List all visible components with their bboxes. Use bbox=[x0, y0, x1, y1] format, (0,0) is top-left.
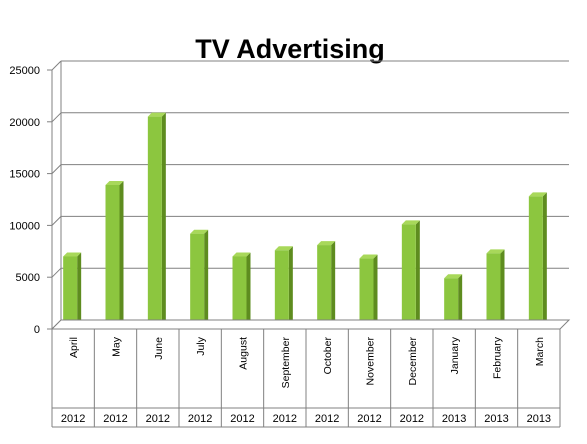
bar-side bbox=[373, 254, 378, 327]
bar bbox=[147, 112, 166, 328]
x-tick-label: November bbox=[365, 336, 377, 385]
group-label: 2013 bbox=[527, 413, 551, 425]
gridline-diag bbox=[51, 216, 62, 226]
bar-front bbox=[274, 250, 289, 327]
group-label: 2013 bbox=[442, 413, 466, 425]
x-tick-label: December bbox=[407, 336, 419, 385]
group-label: 2012 bbox=[230, 413, 254, 425]
bar-side bbox=[288, 246, 293, 327]
bar bbox=[105, 180, 124, 327]
bar bbox=[486, 249, 505, 327]
group-label: 2012 bbox=[400, 413, 424, 425]
gridline-diag bbox=[51, 267, 62, 278]
x-tick-label: April bbox=[68, 337, 80, 358]
bar-side bbox=[542, 192, 547, 327]
x-tick-label: May bbox=[111, 336, 123, 357]
x-tick-label: July bbox=[195, 336, 207, 355]
bar bbox=[401, 220, 420, 327]
bar-top bbox=[190, 229, 209, 234]
bar-top bbox=[486, 249, 505, 254]
gridline-diag bbox=[51, 60, 62, 71]
x-tick-label: March bbox=[534, 337, 546, 366]
chart-title: TV Advertising bbox=[195, 34, 385, 64]
x-tick-label: September bbox=[280, 337, 292, 389]
y-tick-label: 0 bbox=[34, 324, 40, 336]
x-tick-label: October bbox=[322, 337, 334, 375]
bar-front bbox=[63, 256, 78, 327]
bar-front bbox=[528, 196, 543, 327]
x-tick-label: February bbox=[492, 336, 504, 379]
x-tick-label: August bbox=[238, 337, 250, 370]
y-tick-label: 10000 bbox=[9, 220, 40, 232]
bar bbox=[359, 254, 378, 327]
bar-front bbox=[401, 224, 416, 327]
bar bbox=[528, 192, 547, 327]
bar-side bbox=[161, 112, 166, 328]
bar-top bbox=[274, 246, 293, 251]
bar bbox=[444, 274, 463, 327]
bar-front bbox=[147, 116, 162, 328]
bar-front bbox=[444, 278, 459, 327]
group-label: 2012 bbox=[103, 413, 127, 425]
bar-top bbox=[359, 254, 378, 259]
bar-top bbox=[63, 252, 82, 257]
axes bbox=[50, 61, 571, 428]
group-labels: 2012 2012 2012 2012 2012 2012 2012 2012 2012 2013… bbox=[61, 413, 551, 425]
bar-top bbox=[147, 112, 166, 117]
y-tick-label: 25000 bbox=[9, 65, 40, 77]
bar-side bbox=[500, 249, 505, 327]
bar-front bbox=[486, 253, 501, 327]
bar-top bbox=[317, 241, 336, 246]
group-label: 2012 bbox=[357, 413, 381, 425]
bar bbox=[317, 241, 336, 327]
bar-top bbox=[232, 252, 251, 257]
category-labels: April May June July August September October No… bbox=[68, 336, 546, 388]
bar-side bbox=[204, 229, 209, 327]
y-tick-label: 15000 bbox=[9, 169, 40, 181]
bar-side bbox=[246, 252, 251, 327]
bar bbox=[274, 246, 293, 327]
group-label: 2012 bbox=[146, 413, 170, 425]
gridline-diag bbox=[51, 164, 62, 174]
bar-side bbox=[415, 220, 420, 327]
bar bbox=[190, 229, 209, 327]
group-label: 2012 bbox=[61, 413, 85, 425]
bar bbox=[63, 252, 82, 327]
bar-side bbox=[77, 252, 82, 327]
bar-side bbox=[331, 241, 336, 327]
group-label: 2012 bbox=[315, 413, 339, 425]
group-label: 2013 bbox=[484, 413, 508, 425]
bars bbox=[63, 112, 547, 328]
chart-floor bbox=[50, 319, 571, 330]
y-tick-label: 5000 bbox=[16, 272, 40, 284]
bar-front bbox=[317, 245, 332, 327]
bar-front bbox=[190, 233, 205, 327]
x-tick-label: June bbox=[153, 337, 165, 360]
bar-front bbox=[359, 258, 374, 327]
gridline-diag bbox=[51, 112, 62, 123]
bar-side bbox=[458, 274, 463, 327]
x-tick-label: January bbox=[449, 336, 461, 374]
bar-front bbox=[232, 256, 247, 327]
bar-side bbox=[119, 180, 124, 327]
bar-top bbox=[528, 192, 547, 197]
y-axis-ticks: 0 5000 10000 15000 20000 25000 bbox=[9, 65, 52, 336]
bar bbox=[232, 252, 251, 327]
bar-front bbox=[105, 184, 120, 327]
bar-top bbox=[105, 180, 124, 185]
bar-top bbox=[401, 220, 420, 225]
group-label: 2012 bbox=[188, 413, 212, 425]
group-label: 2012 bbox=[273, 413, 297, 425]
bar-top bbox=[444, 274, 463, 279]
y-tick-label: 20000 bbox=[9, 117, 40, 129]
